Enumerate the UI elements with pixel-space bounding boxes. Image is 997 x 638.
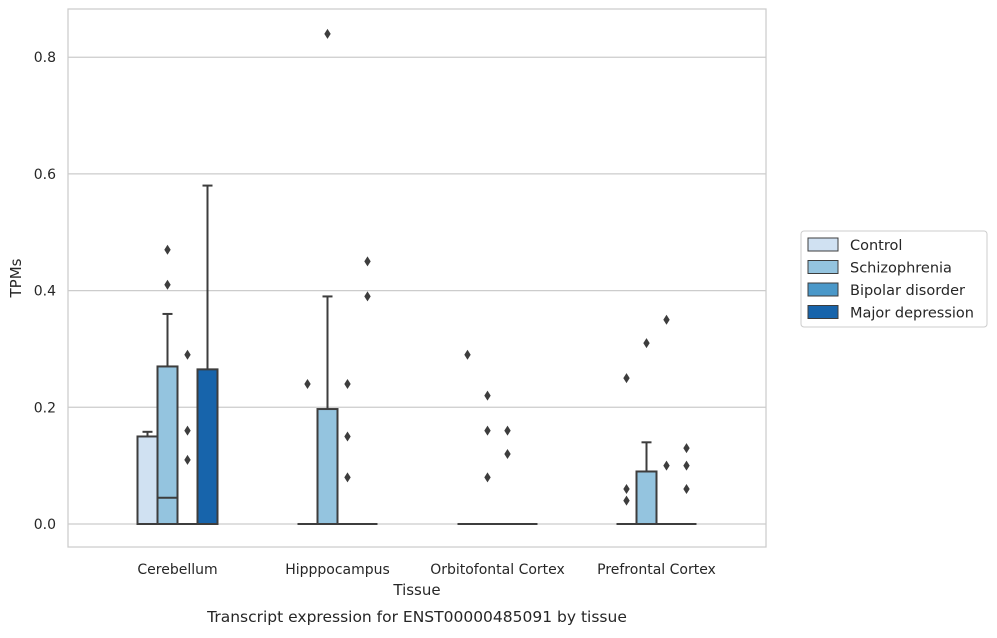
box-major-depression — [357, 256, 378, 525]
y-tick-label: 0.0 — [34, 517, 56, 533]
outlier-point — [184, 425, 191, 436]
box-body — [136, 435, 159, 526]
box-bipolar-disorder — [497, 425, 518, 525]
outlier-point — [344, 378, 351, 389]
outlier-point — [663, 314, 670, 325]
y-tick-labels: 0.0 0.2 0.4 0.6 0.8 — [34, 50, 56, 533]
outlier-point — [623, 373, 630, 384]
legend-swatch — [807, 282, 839, 297]
x-tick-label: Orbitofontal Cortex — [430, 562, 565, 578]
x-tick-label: Prefrontal Cortex — [597, 562, 716, 578]
legend: Control Schizophrenia Bipolar disorder Majo… — [800, 230, 988, 328]
y-tick-label: 0.6 — [34, 167, 56, 183]
box-schizophrenia — [477, 390, 498, 525]
outlier-point — [164, 279, 171, 290]
chart-caption: Transcript expression for ENST0000048509… — [206, 608, 627, 626]
legend-label: Schizophrenia — [850, 261, 952, 277]
outlier-point — [364, 291, 371, 302]
legend-label: Control — [850, 238, 902, 254]
box-body — [156, 365, 179, 525]
outlier-point — [184, 349, 191, 360]
box-control — [457, 349, 478, 525]
box-body — [196, 368, 219, 525]
outlier-point — [683, 483, 690, 494]
legend-frame — [800, 230, 988, 328]
y-tick-label: 0.8 — [34, 50, 56, 66]
y-axis-label: TPMs — [7, 258, 25, 298]
outlier-point — [504, 425, 511, 436]
box-control — [616, 373, 637, 525]
outlier-point — [184, 454, 191, 465]
legend-label: Major depression — [850, 306, 974, 322]
box-schizophrenia — [635, 338, 658, 525]
legend-label: Bipolar disorder — [850, 283, 965, 299]
outlier-point — [484, 425, 491, 436]
box-major-depression — [196, 184, 219, 525]
y-tick-label: 0.2 — [34, 400, 56, 416]
legend-swatch — [807, 260, 839, 274]
outlier-point — [623, 483, 630, 494]
box-bipolar-disorder — [337, 378, 358, 525]
outlier-point — [484, 390, 491, 401]
outlier-point — [623, 495, 630, 506]
box-schizophrenia — [156, 244, 179, 525]
legend-swatch — [807, 237, 839, 252]
outlier-point — [364, 256, 371, 267]
outlier-point — [344, 472, 351, 483]
box-body — [635, 470, 658, 525]
outlier-point — [164, 244, 171, 255]
y-tick-label: 0.4 — [34, 284, 56, 300]
box-bipolar-disorder — [656, 314, 677, 525]
x-tick-labels: Cerebellum Hipppocampus Orbitofontal Corte… — [137, 562, 715, 578]
outlier-point — [304, 378, 311, 389]
box-schizophrenia — [316, 28, 339, 526]
outlier-point — [344, 431, 351, 442]
box-major-depression — [676, 443, 697, 525]
box-bipolar-disorder — [177, 349, 198, 525]
outlier-point — [484, 472, 491, 483]
outlier-point — [504, 448, 511, 459]
outlier-point — [643, 338, 650, 349]
x-tick-label: Cerebellum — [137, 562, 217, 578]
box-plot-marks — [136, 28, 697, 526]
box-control — [136, 430, 159, 526]
plot-area-frame — [67, 8, 767, 548]
box-body — [316, 408, 339, 526]
outlier-point — [683, 443, 690, 454]
outlier-point — [464, 349, 471, 360]
outlier-point — [663, 460, 670, 471]
outlier-point — [324, 28, 331, 39]
x-axis-label: Tissue — [392, 581, 440, 599]
box-control — [297, 378, 318, 525]
x-tick-label: Hipppocampus — [285, 562, 390, 578]
outlier-point — [683, 460, 690, 471]
legend-swatch — [807, 305, 839, 319]
